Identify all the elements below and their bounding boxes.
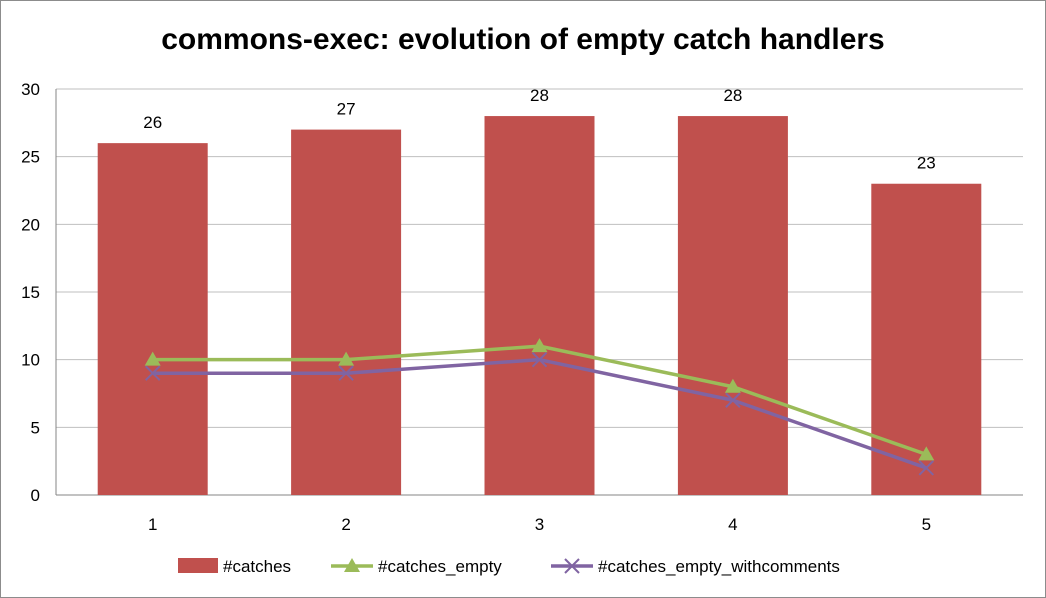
data-label-catches-5: 23 xyxy=(917,154,936,173)
x-tick-label-1: 1 xyxy=(148,515,157,534)
marker-catches-empty-5 xyxy=(918,446,935,461)
legend-marker-catches-empty xyxy=(344,558,360,572)
marker-catches-empty-4 xyxy=(724,378,741,393)
data-label-catches-4: 28 xyxy=(723,86,742,105)
bar-catches-4 xyxy=(677,116,788,496)
data-label-catches-3: 28 xyxy=(530,86,549,105)
x-tick-label-4: 4 xyxy=(728,515,737,534)
y-tick-label-20: 20 xyxy=(21,215,40,234)
y-tick-label-10: 10 xyxy=(21,351,40,370)
x-tick-label-5: 5 xyxy=(922,515,931,534)
legend-marker-catches-empty-withcomments xyxy=(564,558,580,574)
y-tick-label-30: 30 xyxy=(21,80,40,99)
marker-catches-empty-withcomments-2 xyxy=(338,365,354,381)
y-tick-label-25: 25 xyxy=(21,148,40,167)
legend-label-catches: #catches xyxy=(223,557,291,576)
marker-catches-empty-withcomments-1 xyxy=(144,365,161,381)
marker-catches-empty-1 xyxy=(144,351,161,366)
data-label-catches-1: 26 xyxy=(143,113,162,132)
y-tick-label-5: 5 xyxy=(31,418,40,437)
chart-title: commons-exec: evolution of empty catch h… xyxy=(161,23,885,56)
marker-catches-empty-2 xyxy=(338,351,355,366)
marker-catches-empty-withcomments-3 xyxy=(531,351,548,368)
marker-catches-empty-withcomments-4 xyxy=(725,392,741,408)
bar-catches-2 xyxy=(291,129,402,495)
bar-catches-3 xyxy=(484,116,595,496)
marker-catches-empty-withcomments-5 xyxy=(918,460,935,476)
x-tick-label-2: 2 xyxy=(341,515,350,534)
bar-catches-1 xyxy=(97,143,208,495)
legend-label-catches-empty-withcomments: #catches_empty_withcomments xyxy=(598,557,840,576)
y-tick-label-15: 15 xyxy=(21,283,40,302)
marker-catches-empty-3 xyxy=(531,338,548,353)
data-label-catches-2: 27 xyxy=(337,100,356,119)
y-tick-label-0: 0 xyxy=(31,486,40,505)
legend-label-catches-empty: #catches_empty xyxy=(378,557,502,576)
legend-swatch-catches xyxy=(178,558,218,573)
x-tick-label-3: 3 xyxy=(535,515,544,534)
